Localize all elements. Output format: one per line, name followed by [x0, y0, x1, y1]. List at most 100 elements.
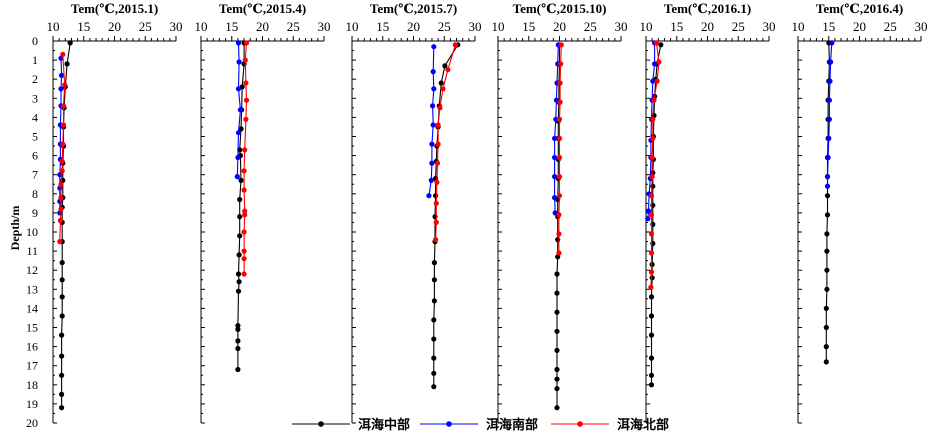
series — [648, 40, 662, 290]
data-point — [434, 179, 440, 185]
data-point — [60, 103, 67, 109]
data-point — [557, 80, 563, 86]
x-tick-label: 30 — [915, 19, 928, 34]
x-tick-label: 30 — [469, 19, 482, 34]
data-point — [242, 212, 248, 218]
data-point — [431, 298, 437, 304]
data-point — [824, 212, 831, 218]
data-point — [558, 61, 564, 67]
x-tick-label: 10 — [47, 19, 60, 34]
data-point — [242, 208, 248, 214]
data-point — [59, 168, 65, 174]
data-point — [650, 78, 656, 84]
data-point — [826, 97, 833, 103]
data-point — [241, 256, 247, 262]
y-tick-label: 3 — [32, 91, 38, 105]
data-point — [241, 168, 247, 174]
y-tick-label: 14 — [26, 301, 38, 315]
data-point — [59, 332, 65, 338]
x-tick-label: 10 — [492, 19, 505, 34]
data-point — [57, 172, 63, 178]
data-point — [552, 135, 558, 141]
y-axis-label: Depth/m — [8, 206, 22, 251]
data-point — [648, 269, 655, 275]
y-tick-label: 15 — [26, 321, 38, 335]
series — [556, 42, 564, 256]
data-point — [556, 116, 563, 122]
data-point — [654, 78, 660, 84]
data-point — [60, 141, 66, 147]
panel: Tem(℃,2015.7) 10 15 20 25 30 — [346, 1, 482, 424]
x-tick-label: 30 — [615, 19, 628, 34]
data-point — [59, 260, 65, 266]
data-point — [430, 103, 436, 109]
data-point — [235, 323, 241, 329]
data-point — [431, 277, 437, 283]
data-point — [440, 86, 446, 92]
x-tick-label: 10 — [195, 19, 208, 34]
series — [433, 42, 458, 243]
data-point — [67, 40, 73, 46]
series-line — [554, 44, 559, 213]
data-point — [235, 345, 241, 352]
data-point — [241, 248, 247, 254]
data-point — [648, 294, 655, 300]
x-tick-label: 25 — [732, 19, 745, 34]
data-point — [554, 376, 560, 382]
legend-marker — [577, 421, 583, 427]
series-line — [243, 42, 248, 274]
panels: Tem(℃,2015.1) 10 15 20 25 30 Tem(℃,2015.4) 10 15… — [47, 1, 928, 424]
data-point — [59, 372, 65, 378]
data-point — [556, 174, 563, 180]
data-point — [59, 353, 65, 359]
legend-label: 洱海中部 — [358, 417, 410, 433]
x-tick-label: 10 — [346, 19, 359, 34]
data-point — [648, 193, 655, 199]
data-point — [649, 174, 655, 180]
data-point — [826, 135, 832, 141]
series-line — [558, 44, 562, 253]
panel-title: Tem(℃,2015.7) — [370, 1, 457, 16]
data-point — [823, 324, 829, 331]
data-point — [58, 86, 64, 92]
data-point — [236, 59, 242, 65]
series — [431, 42, 461, 390]
data-point — [235, 154, 241, 161]
panel-title: Tem(℃,2015.4) — [219, 1, 306, 16]
series — [57, 51, 68, 245]
panel: Tem(℃,2015.10) 10 15 20 25 30 — [492, 1, 628, 424]
y-tick-label: 4 — [32, 110, 38, 124]
data-point — [242, 147, 248, 153]
data-point — [435, 122, 441, 128]
series — [241, 40, 250, 277]
data-point — [554, 271, 560, 277]
data-point — [554, 405, 560, 411]
data-point — [648, 372, 655, 378]
data-point — [235, 288, 242, 294]
data-point — [442, 63, 448, 69]
data-point — [59, 313, 65, 319]
data-point — [428, 177, 434, 183]
data-point — [556, 212, 562, 218]
y-tick-label: 13 — [26, 282, 38, 296]
data-point — [235, 366, 241, 373]
data-point — [648, 231, 655, 237]
data-point — [431, 370, 437, 376]
data-point — [650, 183, 656, 189]
data-point — [556, 250, 562, 256]
data-point — [658, 42, 664, 48]
y-tick-label: 18 — [26, 378, 38, 392]
panel: Tem(℃,2015.4) 10 15 20 25 30 — [195, 1, 331, 424]
x-tick-label: 25 — [884, 19, 897, 34]
data-point — [824, 267, 830, 273]
y-tick-label: 7 — [32, 168, 38, 182]
data-point — [554, 386, 560, 392]
data-point — [62, 82, 68, 88]
data-point — [554, 309, 560, 315]
data-point — [60, 122, 67, 128]
x-tick-label: 20 — [853, 19, 866, 34]
x-tick-label: 15 — [376, 19, 389, 34]
x-tick-label: 10 — [640, 19, 653, 34]
x-tick-label: 25 — [584, 19, 597, 34]
